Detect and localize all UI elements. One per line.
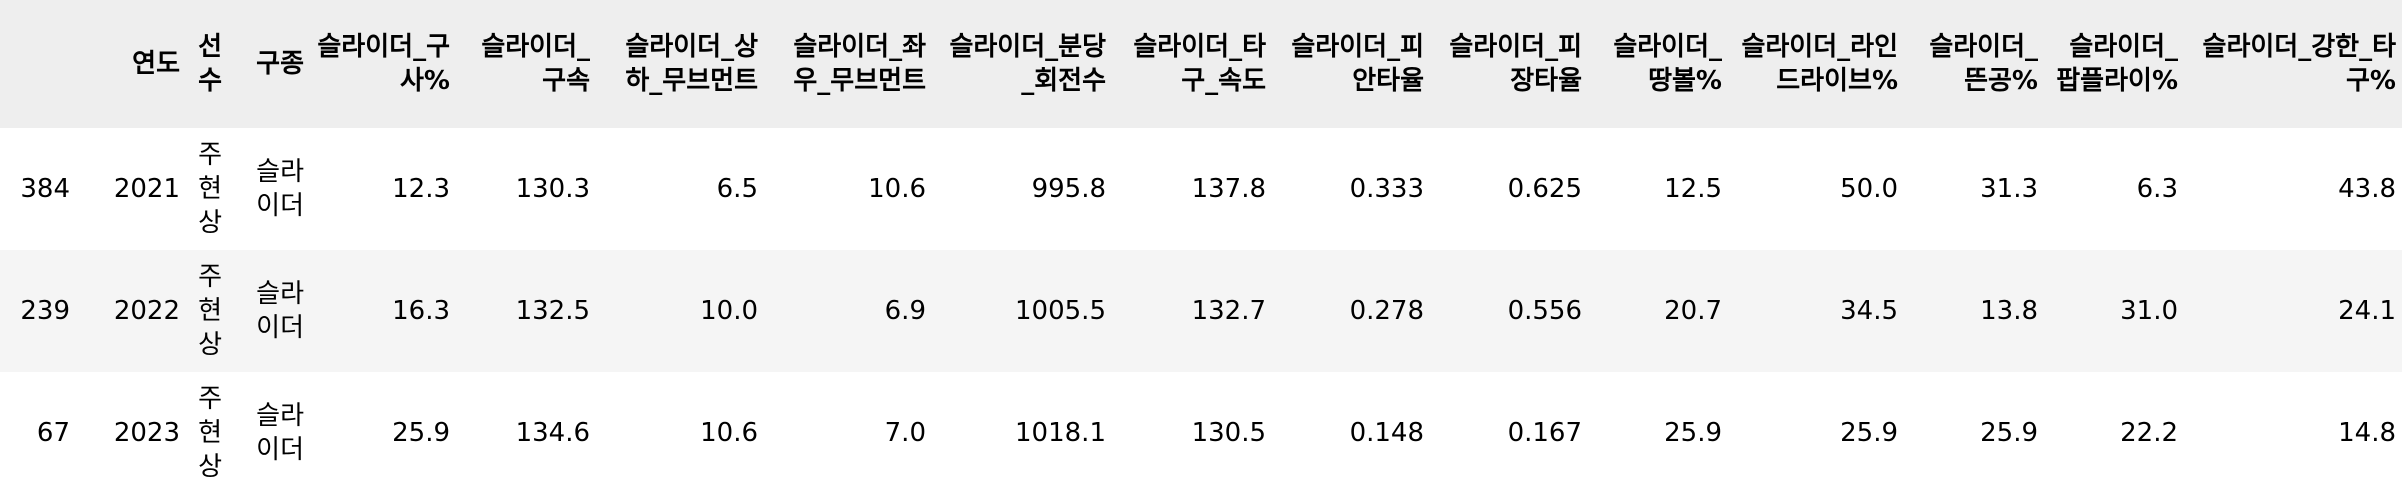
index-header: [0, 0, 76, 128]
column-header-vertical-movement: 슬라이더_상하_무브먼트: [625, 32, 758, 96]
cell-popup-pct: 22.2: [2120, 418, 2178, 448]
cell-spin-rate: 995.8: [1031, 174, 1106, 204]
cell-player: 주현상: [198, 262, 222, 360]
cell-slugging-against: 0.556: [1507, 296, 1582, 326]
column-header-velocity: 슬라이더_구속: [481, 32, 590, 96]
cell-vertical-movement: 6.5: [716, 174, 758, 204]
cell-velocity: 130.3: [515, 174, 590, 204]
cell-batting-avg-against: 0.278: [1349, 296, 1424, 326]
cell-exit-velocity: 130.5: [1191, 418, 1266, 448]
cell-vertical-movement: 10.6: [700, 418, 758, 448]
cell-linedrive-pct: 50.0: [1840, 174, 1898, 204]
cell-velocity: 132.5: [515, 296, 590, 326]
column-header-horizontal-movement: 슬라이더_좌우_무브먼트: [793, 32, 926, 96]
cell-linedrive-pct: 34.5: [1840, 296, 1898, 326]
table-header: 연도 선수 구종 슬라이더_구사% 슬라이더_구속 슬라이더_상하_무브먼트 슬…: [0, 0, 2402, 128]
cell-horizontal-movement: 10.6: [868, 174, 926, 204]
column-header-hard-hit-pct: 슬라이더_강한_타구%: [2202, 32, 2396, 96]
cell-horizontal-movement: 6.9: [884, 296, 926, 326]
row-index: 67: [36, 418, 70, 448]
cell-flyball-pct: 31.3: [1980, 174, 2038, 204]
cell-pitch-type: 슬라이더: [256, 401, 304, 465]
column-header-popup-pct: 슬라이더_팝플라이%: [2056, 32, 2178, 96]
cell-slugging-against: 0.167: [1507, 418, 1582, 448]
cell-hard-hit-pct: 43.8: [2338, 174, 2396, 204]
cell-groundball-pct: 25.9: [1664, 418, 1722, 448]
column-header-exit-velocity: 슬라이더_타구_속도: [1133, 32, 1266, 96]
row-index: 239: [20, 296, 70, 326]
cell-year: 2021: [113, 174, 180, 204]
cell-hard-hit-pct: 24.1: [2338, 296, 2396, 326]
cell-usage: 16.3: [392, 296, 450, 326]
cell-linedrive-pct: 25.9: [1840, 418, 1898, 448]
cell-velocity: 134.6: [515, 418, 590, 448]
cell-groundball-pct: 12.5: [1664, 174, 1722, 204]
column-header-spin-rate: 슬라이더_분당_회전수: [949, 32, 1106, 96]
header-row: 연도 선수 구종 슬라이더_구사% 슬라이더_구속 슬라이더_상하_무브먼트 슬…: [0, 0, 2402, 128]
cell-year: 2023: [113, 418, 180, 448]
table-row: 239 2022 주현상 슬라이더 16.3 132.5 10.0 6.9 10…: [0, 250, 2402, 372]
cell-usage: 12.3: [392, 174, 450, 204]
table-row: 384 2021 주현상 슬라이더 12.3 130.3 6.5 10.6 99…: [0, 128, 2402, 250]
column-header-pitch-type: 구종: [256, 49, 304, 79]
column-header-slugging-against: 슬라이더_피장타율: [1449, 32, 1582, 96]
cell-groundball-pct: 20.7: [1664, 296, 1722, 326]
table-body: 384 2021 주현상 슬라이더 12.3 130.3 6.5 10.6 99…: [0, 128, 2402, 494]
column-header-usage: 슬라이더_구사%: [317, 32, 450, 96]
column-header-groundball-pct: 슬라이더_땅볼%: [1613, 32, 1722, 96]
cell-popup-pct: 6.3: [2136, 174, 2178, 204]
cell-flyball-pct: 25.9: [1980, 418, 2038, 448]
column-header-player: 선수: [198, 32, 222, 96]
cell-player: 주현상: [198, 140, 222, 238]
row-index: 384: [20, 174, 70, 204]
column-header-year: 연도: [132, 49, 180, 79]
cell-vertical-movement: 10.0: [700, 296, 758, 326]
cell-horizontal-movement: 7.0: [884, 418, 926, 448]
cell-hard-hit-pct: 14.8: [2338, 418, 2396, 448]
cell-pitch-type: 슬라이더: [256, 157, 304, 221]
cell-spin-rate: 1018.1: [1015, 418, 1106, 448]
cell-popup-pct: 31.0: [2120, 296, 2178, 326]
table-row: 67 2023 주현상 슬라이더 25.9 134.6 10.6 7.0 101…: [0, 372, 2402, 494]
cell-spin-rate: 1005.5: [1015, 296, 1106, 326]
cell-flyball-pct: 13.8: [1980, 296, 2038, 326]
cell-year: 2022: [113, 296, 180, 326]
cell-batting-avg-against: 0.148: [1349, 418, 1424, 448]
cell-player: 주현상: [198, 384, 222, 482]
cell-usage: 25.9: [392, 418, 450, 448]
cell-slugging-against: 0.625: [1507, 174, 1582, 204]
column-header-flyball-pct: 슬라이더_뜬공%: [1929, 32, 2038, 96]
cell-exit-velocity: 137.8: [1191, 174, 1266, 204]
cell-pitch-type: 슬라이더: [256, 279, 304, 343]
cell-exit-velocity: 132.7: [1191, 296, 1266, 326]
column-header-batting-avg-against: 슬라이더_피안타율: [1291, 32, 1424, 96]
cell-batting-avg-against: 0.333: [1349, 174, 1424, 204]
column-header-linedrive-pct: 슬라이더_라인드라이브%: [1741, 32, 1898, 96]
